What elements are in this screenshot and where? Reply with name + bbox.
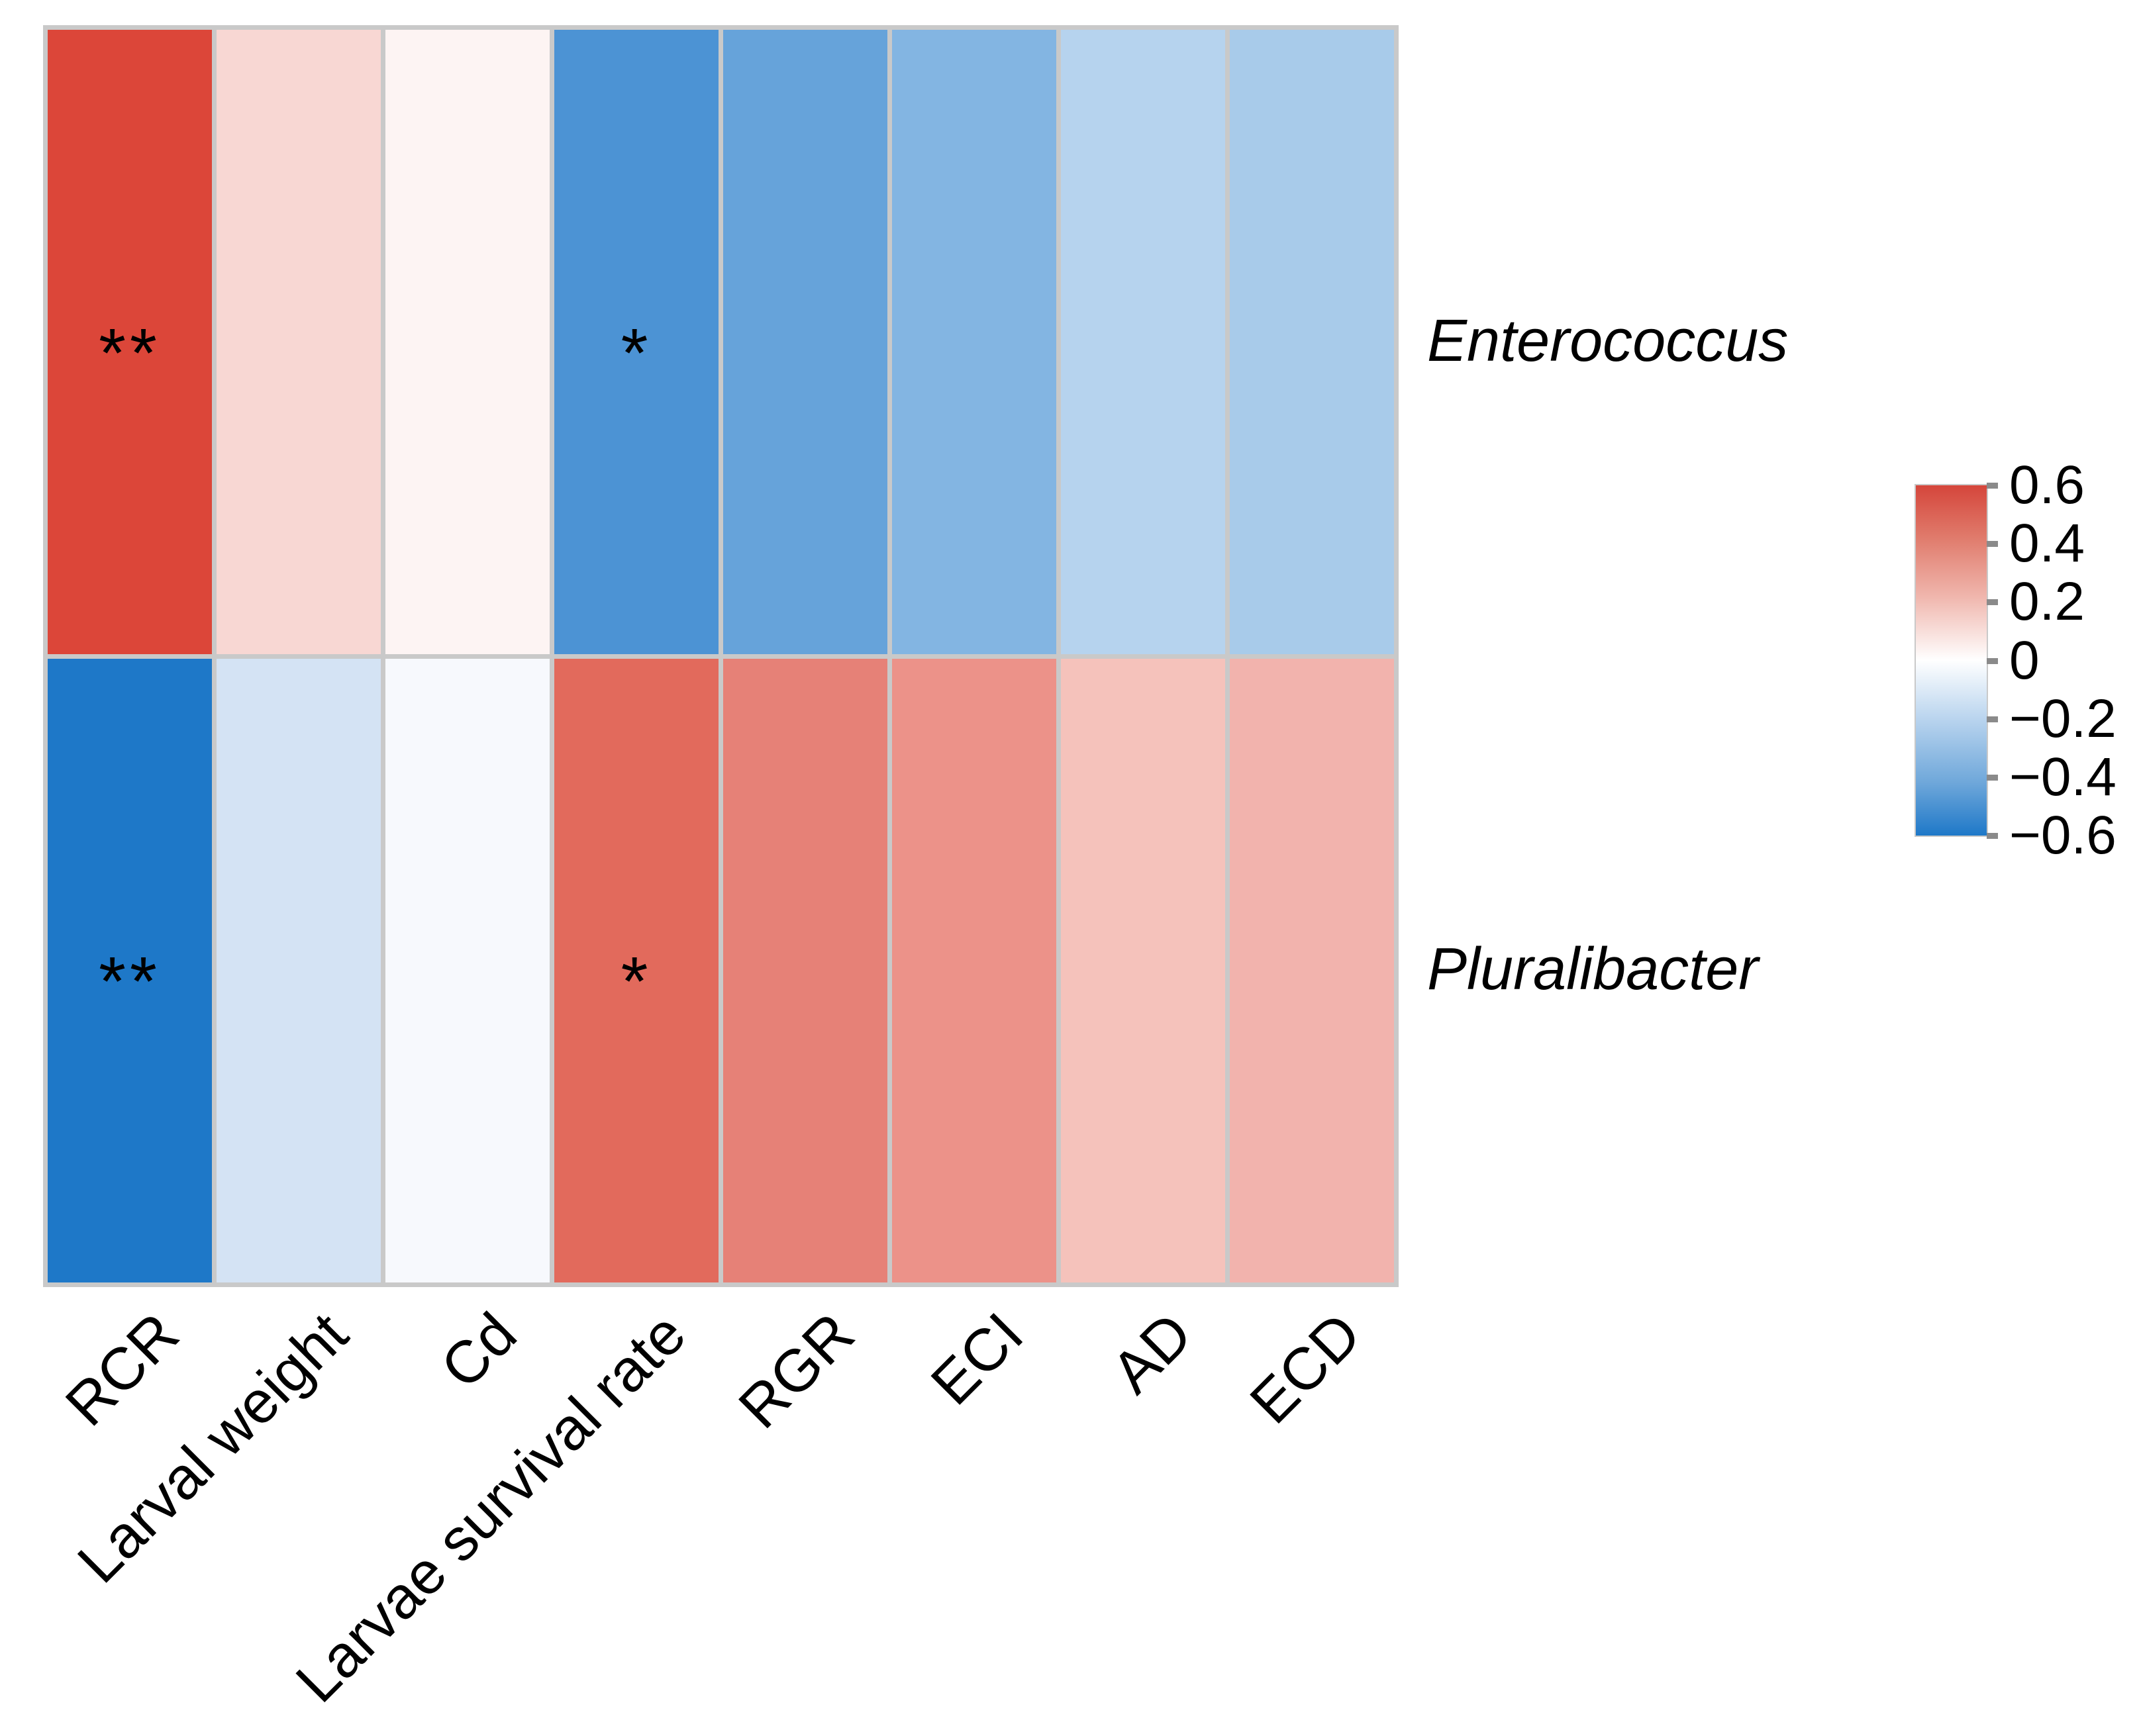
heatmap-cell-pluralibacter-ad xyxy=(1061,658,1225,1282)
x-axis-label-ad: AD xyxy=(1099,1300,1205,1406)
colorbar-tick-label-−0.4: −0.4 xyxy=(2009,746,2116,807)
heatmap-cell-pluralibacter-eci xyxy=(892,658,1056,1282)
row-label-enterococcus: Enterococcus xyxy=(1427,308,1789,374)
heatmap-cell-enterococcus-ecd xyxy=(1230,30,1394,654)
significance-stars: * xyxy=(621,943,652,1021)
heatmap-cell-enterococcus-eci xyxy=(892,30,1056,654)
heatmap-cell-pluralibacter-rgr xyxy=(723,658,887,1282)
x-axis-label-cd: Cd xyxy=(428,1300,530,1402)
row-label-pluralibacter: Pluralibacter xyxy=(1427,936,1759,1002)
heatmap-cell-enterococcus-larvae-survival-rate: * xyxy=(554,30,719,654)
heatmap-cell-pluralibacter-larvae-survival-rate: * xyxy=(554,658,719,1282)
x-axis-label-rcr: RCR xyxy=(53,1300,192,1439)
colorbar-tick xyxy=(1987,483,1998,489)
colorbar-tick xyxy=(1987,657,1998,664)
colorbar-tick xyxy=(1987,774,1998,781)
colorbar-tick xyxy=(1987,833,1998,839)
colorbar-tick-label-0.2: 0.2 xyxy=(2009,571,2085,632)
significance-stars: ** xyxy=(99,314,161,392)
colorbar-tick-label-0.4: 0.4 xyxy=(2009,513,2085,574)
heatmap-cell-pluralibacter-rcr: ** xyxy=(48,658,212,1282)
colorbar-tick-label-−0.6: −0.6 xyxy=(2009,805,2116,865)
significance-stars: * xyxy=(621,314,652,392)
heatmap-cell-pluralibacter-ecd xyxy=(1230,658,1394,1282)
significance-stars: ** xyxy=(99,943,161,1021)
colorbar-tick xyxy=(1987,716,1998,722)
colorbar-tick xyxy=(1987,541,1998,548)
heatmap-panel: ** * ** * xyxy=(43,25,1399,1287)
colorbar-tick-label-0.6: 0.6 xyxy=(2009,455,2085,515)
x-axis-label-eci: ECI xyxy=(919,1300,1036,1418)
heatmap-cell-enterococcus-ad xyxy=(1061,30,1225,654)
colorbar-gradient xyxy=(1915,484,1988,837)
colorbar-tick xyxy=(1987,599,1998,606)
colorbar-tick-label-0: 0 xyxy=(2009,630,2040,691)
heatmap-grid: ** * ** * xyxy=(48,30,1394,1282)
x-axis-label-ecd: ECD xyxy=(1238,1300,1374,1437)
colorbar-tick-label-−0.2: −0.2 xyxy=(2009,688,2116,749)
heatmap-cell-enterococcus-rcr: ** xyxy=(48,30,212,654)
x-axis-label-rgr: RGR xyxy=(726,1300,868,1441)
heatmap-cell-enterococcus-cd xyxy=(385,30,550,654)
heatmap-cell-pluralibacter-larval-weight xyxy=(217,658,381,1282)
heatmap-cell-enterococcus-rgr xyxy=(723,30,887,654)
heatmap-cell-pluralibacter-cd xyxy=(385,658,550,1282)
heatmap-cell-enterococcus-larval-weight xyxy=(217,30,381,654)
